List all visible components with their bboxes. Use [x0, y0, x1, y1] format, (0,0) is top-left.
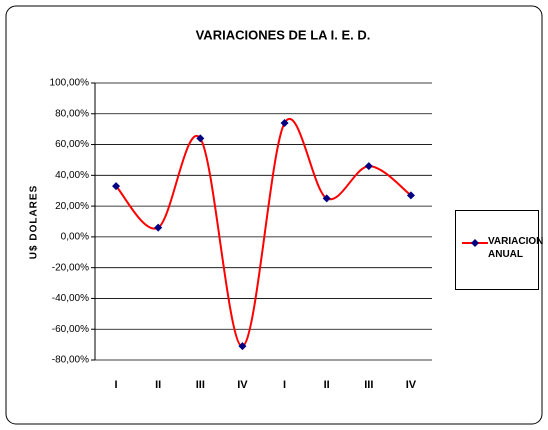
y-tick-label: 60,00% [55, 139, 89, 150]
x-tick-label: I [115, 379, 118, 391]
y-axis-label: U$ DOLARES [29, 185, 40, 259]
x-tick-label: III [196, 379, 205, 391]
chart-title: VARIACIONES DE LA I. E. D. [196, 27, 371, 42]
y-tick-label: 20,00% [55, 201, 89, 212]
legend: VARIACION ANUAL [455, 210, 544, 290]
legend-marker [471, 239, 479, 247]
y-tick-label: -80,00% [52, 355, 89, 366]
data-point [238, 342, 247, 351]
data-point [364, 162, 373, 171]
legend-swatch [462, 239, 488, 247]
data-point [196, 134, 205, 143]
data-point [406, 191, 415, 200]
y-tick-label: -20,00% [52, 262, 89, 273]
y-tick-label: 100,00% [50, 78, 90, 89]
chart-border [5, 5, 543, 425]
x-tick-label: IV [406, 379, 417, 391]
x-tick-label: III [364, 379, 373, 391]
data-point [154, 223, 163, 232]
legend-label: VARIACION ANUAL [488, 236, 544, 260]
y-tick-label: 0,00% [61, 232, 89, 243]
x-tick-label: IV [237, 379, 248, 391]
x-tick-label: II [324, 379, 330, 391]
y-tick-label: 40,00% [55, 170, 89, 181]
y-tick-label: -60,00% [52, 324, 89, 335]
x-tick-label: II [155, 379, 161, 391]
data-point [322, 194, 331, 203]
y-tick-label: -40,00% [52, 293, 89, 304]
x-tick-label: I [283, 379, 286, 391]
y-tick-label: 80,00% [55, 108, 89, 119]
data-point [280, 119, 289, 128]
series-line [115, 118, 412, 348]
data-point [112, 182, 121, 191]
